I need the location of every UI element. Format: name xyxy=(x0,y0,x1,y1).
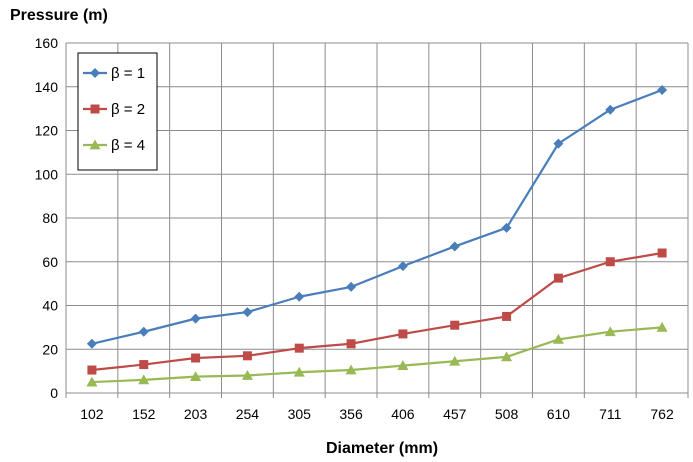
x-tick-label: 508 xyxy=(495,406,519,422)
y-tick-label: 140 xyxy=(35,79,59,95)
data-point-diamond xyxy=(346,281,357,292)
data-point-square xyxy=(191,353,201,363)
x-tick-label: 406 xyxy=(391,406,415,422)
data-point-diamond xyxy=(138,326,149,337)
legend: β = 1 β = 2 β = 4 xyxy=(77,52,158,171)
legend-label: β = 2 xyxy=(111,101,145,118)
data-point-square xyxy=(294,343,304,353)
data-point-triangle xyxy=(345,364,357,375)
data-point-triangle xyxy=(89,139,101,150)
series-line xyxy=(91,251,663,372)
series-line xyxy=(91,89,663,345)
data-point-triangle xyxy=(552,333,564,344)
data-point-diamond xyxy=(605,104,616,115)
legend-label: β = 1 xyxy=(111,65,145,82)
data-point-triangle xyxy=(293,366,305,377)
grid xyxy=(65,42,689,398)
data-point-triangle xyxy=(449,355,461,366)
x-tick-label: 203 xyxy=(184,406,208,422)
y-tick-label: 40 xyxy=(42,298,58,314)
x-tick-label: 152 xyxy=(132,406,156,422)
y-tick-label: 160 xyxy=(35,35,59,51)
data-point-diamond xyxy=(501,222,512,233)
y-tick-label: 60 xyxy=(42,254,58,270)
x-tick-label: 762 xyxy=(650,406,674,422)
data-point-diamond xyxy=(657,85,668,96)
data-point-square xyxy=(450,320,460,330)
x-tick-label: 356 xyxy=(339,406,363,422)
x-tick-label: 254 xyxy=(236,406,260,422)
data-point-triangle xyxy=(501,351,513,362)
series-2 xyxy=(87,248,667,375)
data-point-square xyxy=(657,248,667,258)
y-tick-labels: 0 20 40 60 80 100 120 140 160 xyxy=(35,35,59,401)
data-point-diamond xyxy=(190,313,201,324)
y-tick-label: 120 xyxy=(35,123,59,139)
legend-entry: β = 1 xyxy=(83,65,145,82)
data-point-triangle xyxy=(86,376,98,387)
x-tick-label: 711 xyxy=(599,406,622,422)
data-point-square xyxy=(553,273,563,283)
y-tick-label: 100 xyxy=(35,166,59,182)
y-axis-title: Pressure (m) xyxy=(10,7,108,24)
data-point-square xyxy=(346,339,356,349)
data-point-square xyxy=(502,311,512,321)
legend-label: β = 4 xyxy=(111,137,145,154)
data-point-diamond xyxy=(294,291,305,302)
series-line xyxy=(91,326,663,384)
data-point-triangle xyxy=(190,371,202,381)
x-axis-title: Diameter (mm) xyxy=(326,440,438,457)
data-point-square xyxy=(87,365,97,375)
x-tick-labels: 102 152 203 254 305 356 406 457 508 610 711 762 xyxy=(80,406,674,422)
x-tick-label: 610 xyxy=(547,406,571,422)
data-point-diamond xyxy=(553,138,564,149)
series-3 xyxy=(86,321,668,387)
legend-entry: β = 2 xyxy=(83,101,145,118)
data-point-square xyxy=(605,257,615,267)
data-point-triangle xyxy=(397,360,409,371)
y-tick-label: 80 xyxy=(42,210,58,226)
data-point-square xyxy=(242,351,252,361)
data-point-diamond xyxy=(449,241,460,252)
data-point-diamond xyxy=(86,338,97,349)
data-point-square xyxy=(139,360,149,370)
data-point-triangle xyxy=(241,370,253,380)
data-point-square xyxy=(90,104,100,114)
data-point-square xyxy=(398,329,408,339)
series-group xyxy=(86,85,668,387)
x-tick-label: 305 xyxy=(288,406,312,422)
y-tick-label: 20 xyxy=(42,341,58,357)
data-point-triangle xyxy=(656,321,668,332)
x-tick-label: 102 xyxy=(80,406,104,422)
series-1 xyxy=(86,85,668,349)
data-point-triangle xyxy=(138,374,150,385)
data-point-triangle xyxy=(604,326,616,337)
data-point-diamond xyxy=(397,261,408,272)
x-tick-label: 457 xyxy=(443,406,467,422)
y-tick-label: 0 xyxy=(50,385,58,401)
data-point-diamond xyxy=(90,68,100,78)
legend-entry: β = 4 xyxy=(83,137,145,154)
data-point-diamond xyxy=(242,307,253,318)
